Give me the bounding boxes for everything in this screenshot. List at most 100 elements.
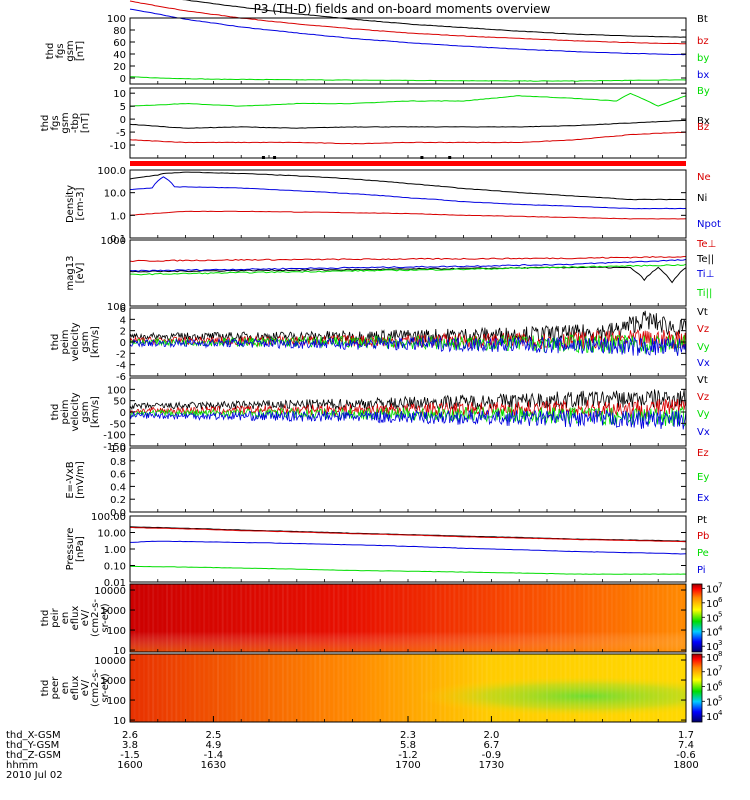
ylabel-line: (cm2-s- bbox=[90, 669, 101, 707]
ytick-label: 4 bbox=[120, 315, 126, 326]
ylabel-peir: thd peir en eflux eV/(cm2-s-sr-eV) bbox=[40, 599, 111, 637]
legend-label: Vz bbox=[697, 392, 709, 403]
series-line bbox=[129, 176, 687, 210]
state-bar-fill bbox=[130, 161, 686, 166]
series-line bbox=[182, 0, 687, 38]
ytick-label: -50 bbox=[110, 419, 126, 430]
ephem-value: 1600 bbox=[117, 760, 142, 771]
legend-label: Vx bbox=[697, 427, 710, 438]
ytick-label: 80 bbox=[113, 26, 126, 37]
series-fgs-gsm-tbp-bx bbox=[129, 119, 687, 129]
legend-label: Vx bbox=[697, 358, 710, 369]
ylabel-line: [nPa] bbox=[75, 536, 86, 562]
colorbar-tick-base: 10 bbox=[706, 628, 719, 639]
ephem-value: 2.5 bbox=[205, 730, 221, 741]
ylabel-line: fgs bbox=[55, 43, 66, 58]
yaxis-efield: 1.0 0.8 0.60.4 0.2 0.0 bbox=[110, 444, 686, 519]
yaxis-temperature: 1000 100 bbox=[101, 236, 686, 313]
legend-label: Ni bbox=[697, 193, 707, 204]
series-fgs-gsm-by bbox=[129, 76, 687, 82]
series-line bbox=[129, 335, 687, 358]
ytick-label: -2 bbox=[116, 349, 126, 360]
ytick-label: 0 bbox=[120, 74, 126, 85]
legend-label: Te⊥ bbox=[696, 239, 716, 250]
legend-label: Ex bbox=[697, 493, 709, 504]
ephem-value: 2.0 bbox=[483, 730, 499, 741]
colorbar-tick-exponent: 6 bbox=[718, 680, 723, 688]
state-marker bbox=[448, 156, 452, 159]
colorbar-tick-base: 10 bbox=[706, 599, 719, 610]
panel-efield: Ez Ey Ex 1.0 0.8 0.60.4 0.2 0.0 E=-VxB [mV/m] bbox=[65, 444, 709, 519]
ylabel-line: [cm-3] bbox=[75, 187, 86, 220]
ylabel-peer: thd peer en eflux eV/(cm2-s-sr-eV) bbox=[40, 669, 111, 707]
legend-label: By bbox=[697, 86, 710, 97]
ytick-label: 10.0 bbox=[104, 189, 126, 200]
ytick-label: -150 bbox=[103, 442, 126, 453]
ytick-label: 100 bbox=[107, 385, 126, 396]
ephem-label-hhmm: hhmm bbox=[6, 760, 38, 771]
ylabel-line: thd bbox=[45, 43, 56, 60]
series-temperature-ti|| bbox=[130, 263, 687, 276]
ephem-value: 2.3 bbox=[400, 730, 416, 741]
ylabel-line: velocity bbox=[70, 392, 81, 431]
series-line bbox=[129, 526, 686, 542]
series-temperature-te|| bbox=[129, 266, 687, 284]
series-line bbox=[129, 255, 687, 263]
ephem-value: -1.2 bbox=[398, 750, 418, 761]
legend-label: Te|| bbox=[696, 254, 714, 265]
ylabel-line: (cm2-s- bbox=[90, 599, 101, 637]
yaxis-peir: 10000 1000 100 10 bbox=[94, 586, 686, 657]
series-line bbox=[129, 92, 687, 107]
ytick-label: 2 bbox=[120, 327, 126, 338]
legend-efield: Ez Ey Ex bbox=[697, 448, 709, 504]
series-line bbox=[129, 389, 687, 411]
ephem-value: 1730 bbox=[479, 760, 504, 771]
ephem-label-z: thd_Z-GSM bbox=[6, 750, 61, 761]
ytick-label: 0 bbox=[120, 408, 126, 419]
colorbar-tick-exponent: 8 bbox=[718, 650, 722, 658]
panel-density: Ne Ni Npot 100.0 10.0 1.0 0.1 Density [cm-3] bbox=[65, 166, 721, 245]
ytick-label: 50 bbox=[113, 397, 126, 408]
legend-label: Ez bbox=[697, 448, 709, 459]
ylabel-line: thd bbox=[50, 404, 61, 421]
legend-label: Vt bbox=[697, 375, 708, 386]
series-line bbox=[129, 398, 687, 419]
ylabel-efield: E=-VxB [mV/m] bbox=[65, 461, 86, 499]
legend-label: bx bbox=[697, 70, 709, 81]
ytick-label: 0.6 bbox=[110, 470, 126, 481]
legend-pressure: Pt Pb Pe Pi bbox=[697, 515, 709, 576]
state-marker bbox=[261, 156, 265, 159]
ytick-label: 100.0 bbox=[97, 166, 126, 177]
ytick-label: 0.8 bbox=[110, 457, 126, 468]
colorbar-tick-exponent: 6 bbox=[718, 596, 723, 604]
ephem-value: 5.8 bbox=[400, 740, 416, 751]
ylabel-line: thd bbox=[40, 115, 51, 132]
colorbar-tick-exponent: 7 bbox=[718, 581, 722, 589]
ylabel-line: Pressure bbox=[65, 528, 76, 571]
series-density-npot bbox=[129, 176, 687, 210]
ylabel-line: peim bbox=[60, 399, 71, 424]
ytick-label: 1.0 bbox=[110, 444, 126, 455]
series-velocity-large-vt bbox=[129, 389, 687, 411]
ytick-label: 5 bbox=[120, 102, 126, 113]
ytick-label: 100 bbox=[107, 302, 126, 313]
series-fgs-gsm-tbp-by bbox=[129, 92, 687, 107]
legend-velocity-large: Vt Vz Vy Vx bbox=[697, 375, 710, 438]
ephem-value: 1630 bbox=[201, 760, 226, 771]
legend-fgs-gsm: Bt bz by bx bbox=[697, 14, 709, 81]
legend-label: Ti⊥ bbox=[696, 269, 714, 280]
ylabel-line: eflux bbox=[70, 606, 81, 631]
ytick-label: 100.00 bbox=[91, 512, 126, 523]
colorbar-tick-base: 10 bbox=[706, 584, 719, 595]
series-velocity-small-vx bbox=[129, 335, 687, 358]
colorbar-tick-base: 10 bbox=[706, 653, 719, 664]
legend-temperature: Te⊥ Te|| Ti⊥ Ti|| bbox=[696, 239, 716, 299]
ephem-value: 2.6 bbox=[122, 730, 138, 741]
ylabel-line: sr-eV) bbox=[100, 673, 111, 702]
legend-label: Bz bbox=[697, 122, 709, 133]
colorbar-tick-exponent: 4 bbox=[718, 709, 723, 717]
